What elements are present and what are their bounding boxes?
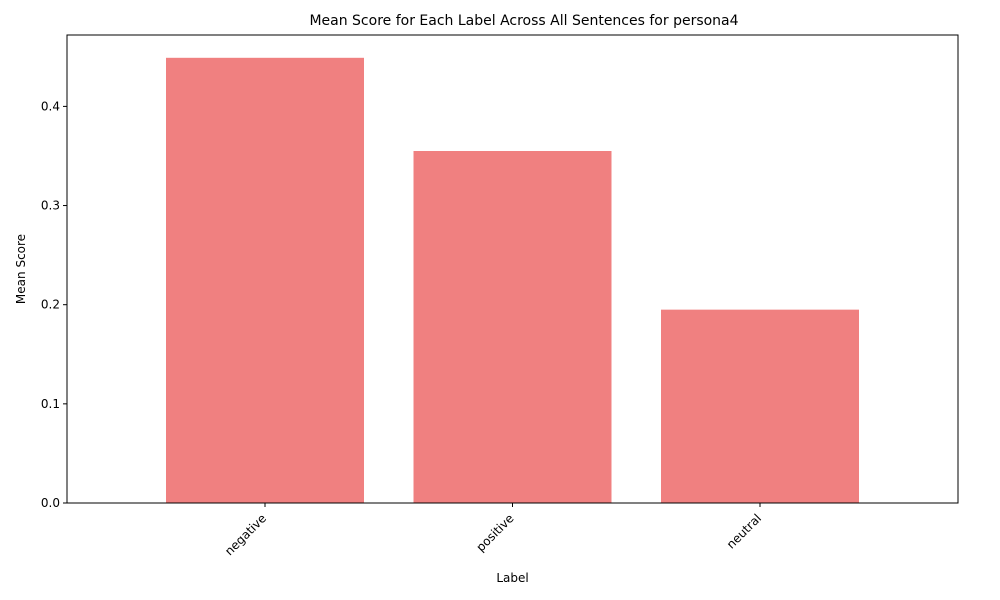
x-tick-label: neutral: [724, 511, 764, 551]
x-tick-label: positive: [473, 511, 516, 554]
bar-positive: [413, 151, 612, 503]
bar-neutral: [661, 309, 859, 503]
y-tick-label: 0.2: [41, 298, 60, 312]
y-tick-label: 0.4: [41, 99, 60, 113]
chart-title: Mean Score for Each Label Across All Sen…: [309, 13, 738, 29]
y-tick-label: 0.3: [41, 199, 60, 213]
bars-group: [166, 57, 859, 503]
y-axis-label: Mean Score: [14, 234, 28, 304]
plot-frame: [66, 34, 959, 504]
x-axis: negative positive neutral: [222, 503, 764, 558]
bar-negative: [166, 57, 364, 503]
x-tick-label: negative: [222, 511, 269, 558]
x-axis-label: Label: [496, 571, 528, 585]
y-tick-label: 0.1: [41, 397, 60, 411]
y-tick-label: 0.0: [41, 496, 60, 510]
y-axis: 0.0 0.1 0.2 0.3 0.4: [41, 99, 67, 510]
